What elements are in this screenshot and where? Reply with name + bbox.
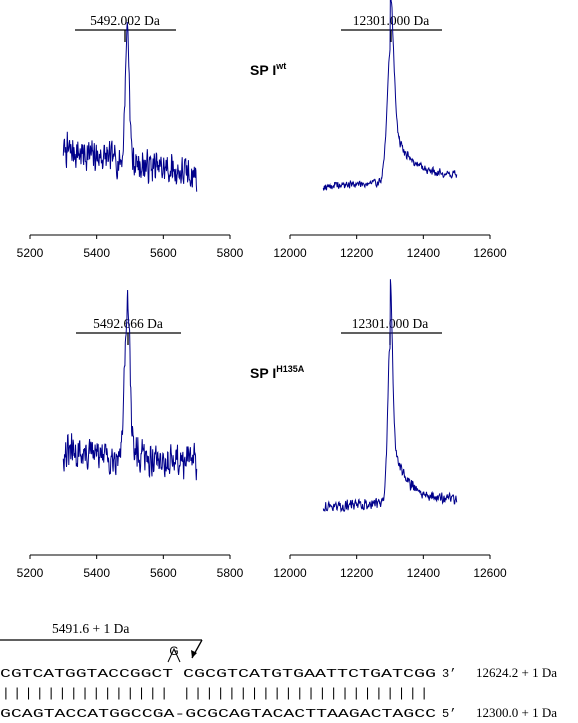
- x-tick-label: 12400: [407, 566, 441, 580]
- x-tick-label: 12000: [273, 246, 307, 260]
- bottom-strand: GCAGTACCATGGCCGA-GCGCAGTACACTTAAGACTAGCC: [0, 707, 436, 721]
- x-tick-label: 5800: [217, 246, 244, 260]
- spectrum-panel-bottom-left: 5492.666 Da 5200 5400 5600 5800: [17, 289, 244, 580]
- x-tick-label: 12600: [473, 246, 507, 260]
- spectrum-trace: [322, 279, 458, 513]
- base-pair-lines: ||||||||||||||| ||||||||||||||||||||||: [2, 686, 428, 701]
- x-tick-label: 5600: [150, 566, 177, 580]
- top-strand-end: 3’: [442, 667, 456, 681]
- spectrum-panel-top-left: 5492.002 Da 5200 5400 5600 5800: [17, 13, 244, 260]
- x-ticks: 5200 5400 5600 5800: [17, 235, 244, 260]
- peak-label: 5492.002 Da: [90, 13, 160, 28]
- x-tick-label: 5200: [17, 246, 44, 260]
- insertion-arrowhead: [191, 650, 197, 658]
- x-tick-label: 5400: [83, 566, 110, 580]
- x-tick-label: 12200: [340, 246, 374, 260]
- fragment-mass-label: 5491.6 + 1 Da: [52, 621, 129, 636]
- dna-sequence-diagram: 5491.6 + 1 Da G CGTCATGGTACCGGCT CGCGTCA…: [0, 621, 557, 721]
- x-ticks: 5200 5400 5600 5800: [17, 555, 244, 580]
- spectrum-trace: [62, 289, 198, 481]
- bottom-strand-end: 5’: [442, 707, 456, 721]
- top-strand-left: CGTCATGGTACCGGCT: [0, 667, 173, 681]
- spectrum-panel-bottom-right: 12301.000 Da 12000 12200 12400 12600: [273, 279, 507, 580]
- insertion-caret: [167, 647, 181, 663]
- peak-label: 5492.666 Da: [93, 316, 163, 331]
- peak-label: 12301.000 Da: [353, 13, 430, 28]
- top-strand-right: CGCGTCATGTGAATTCTGATCGG: [183, 667, 436, 681]
- x-tick-label: 12600: [473, 566, 507, 580]
- x-tick-label: 5800: [217, 566, 244, 580]
- spectrum-trace: [322, 0, 458, 191]
- sample-label-wt: SP Iwt: [250, 61, 286, 78]
- top-strand-mass: 12624.2 + 1 Da: [476, 665, 557, 680]
- bottom-strand-mass: 12300.0 + 1 Da: [476, 705, 557, 720]
- spectrum-panel-top-right: 12301.000 Da 12000 12200 12400 12600: [273, 0, 507, 260]
- x-ticks: 12000 12200 12400 12600: [273, 235, 507, 260]
- x-tick-label: 12400: [407, 246, 441, 260]
- insert-base: G: [169, 644, 178, 658]
- x-ticks: 12000 12200 12400 12600: [273, 555, 507, 580]
- x-tick-label: 5200: [17, 566, 44, 580]
- x-tick-label: 12200: [340, 566, 374, 580]
- x-tick-label: 12000: [273, 566, 307, 580]
- spectrum-trace: [62, 21, 198, 192]
- x-tick-label: 5400: [83, 246, 110, 260]
- x-tick-label: 5600: [150, 246, 177, 260]
- sample-label-h135a: SP IH135A: [250, 364, 305, 381]
